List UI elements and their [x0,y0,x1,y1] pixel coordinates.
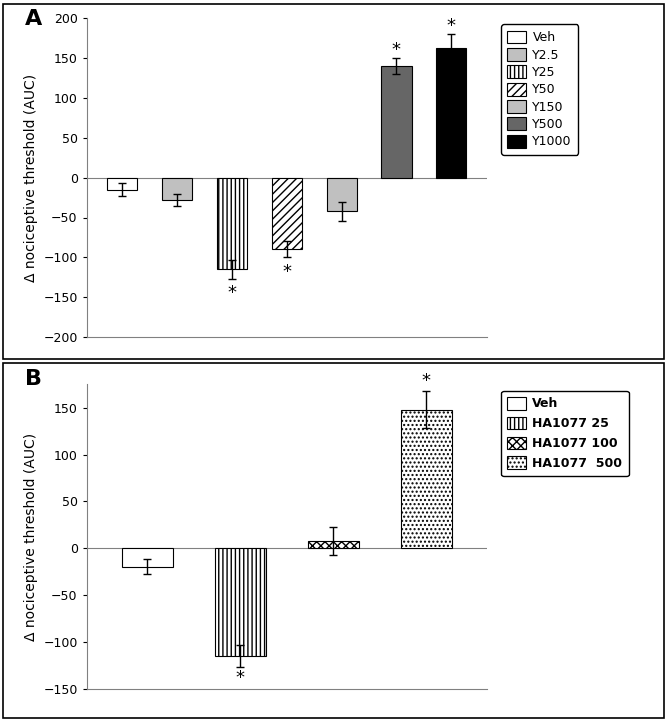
Bar [382,66,412,178]
Bar [162,178,192,200]
Text: *: * [422,373,431,391]
Bar [307,541,359,548]
Bar [271,178,302,249]
Legend: Veh, HA1077 25, HA1077 100, HA1077  500: Veh, HA1077 25, HA1077 100, HA1077 500 [501,391,629,476]
Bar [327,178,357,211]
Bar [215,548,266,656]
Bar [436,49,466,178]
Legend: Veh, Y2.5, Y25, Y50, Y150, Y500, Y1000: Veh, Y2.5, Y25, Y50, Y150, Y500, Y1000 [501,25,578,154]
Text: *: * [447,17,456,35]
Text: B: B [25,369,41,389]
Text: *: * [392,41,401,59]
Text: *: * [235,669,245,687]
Text: *: * [227,284,237,302]
Bar [217,178,247,270]
Text: A: A [25,9,42,28]
Y-axis label: Δ nociceptive threshold (AUC): Δ nociceptive threshold (AUC) [24,432,38,641]
Y-axis label: Δ nociceptive threshold (AUC): Δ nociceptive threshold (AUC) [24,73,38,282]
Bar [401,410,452,548]
Bar [121,548,173,567]
Text: *: * [282,262,291,281]
Bar [107,178,137,190]
